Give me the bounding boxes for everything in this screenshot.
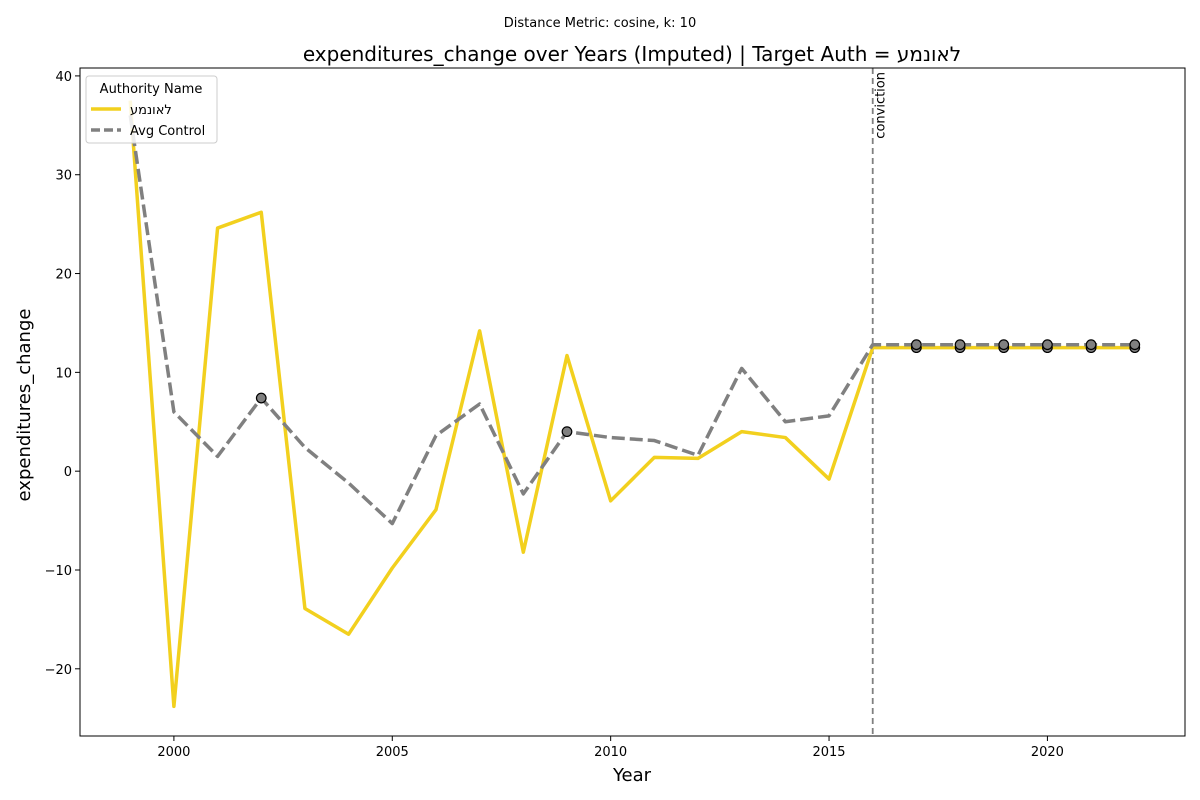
y-tick-label: −10 — [45, 564, 72, 579]
imputed-marker — [954, 339, 966, 351]
conviction-label: conviction — [874, 72, 889, 139]
y-tick-label: 20 — [55, 268, 72, 283]
imputed-marker — [910, 339, 922, 351]
series-line-avg-control — [128, 115, 1135, 526]
data-layer — [128, 68, 1141, 736]
chart-title: expenditures_change over Years (Imputed)… — [303, 42, 961, 66]
plot-area: conviction 2000 2005 2010 2015 2020 −20 −10 0 10 2… — [45, 67, 1186, 760]
legend: Authority Name לאונמע Avg Control — [85, 75, 218, 144]
imputed-marker — [1129, 339, 1141, 351]
imputed-marker — [255, 392, 267, 404]
y-tick-label: 10 — [55, 366, 72, 381]
x-tick-label: 2020 — [1031, 745, 1064, 760]
y-tick-label: 0 — [64, 465, 72, 480]
series-line-target — [128, 100, 1135, 709]
x-axis-label: Year — [612, 765, 652, 786]
imputed-marker — [1042, 339, 1053, 351]
legend-box — [85, 75, 218, 144]
y-tick-label: 30 — [55, 169, 72, 184]
chart-suptitle: Distance Metric: cosine, k: 10 — [504, 16, 696, 31]
legend-title: Authority Name — [100, 82, 203, 97]
x-tick-label: 2015 — [812, 745, 845, 760]
axes-frame — [79, 67, 1186, 737]
imputed-marker — [561, 426, 573, 438]
imputed-marker — [1085, 339, 1097, 351]
legend-entry: לאונמע — [130, 103, 172, 118]
legend-entry: Avg Control — [130, 124, 205, 139]
y-tick-label: 40 — [55, 70, 72, 85]
x-tick-label: 2005 — [376, 745, 409, 760]
x-tick-label: 2000 — [157, 745, 190, 760]
y-axis-label: expenditures_change — [14, 309, 35, 502]
x-tick-label: 2010 — [594, 745, 627, 760]
y-tick-label: −20 — [45, 663, 72, 678]
imputed-marker — [998, 339, 1010, 351]
